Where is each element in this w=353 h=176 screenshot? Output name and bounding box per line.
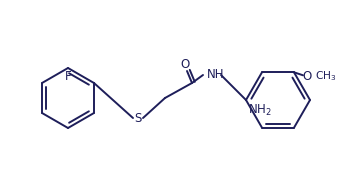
Text: S: S [134,112,142,125]
Text: CH$_3$: CH$_3$ [315,69,337,83]
Text: NH$_2$: NH$_2$ [248,103,272,118]
Text: NH: NH [207,68,225,81]
Text: F: F [65,71,71,83]
Text: O: O [303,70,312,83]
Text: O: O [180,58,190,71]
